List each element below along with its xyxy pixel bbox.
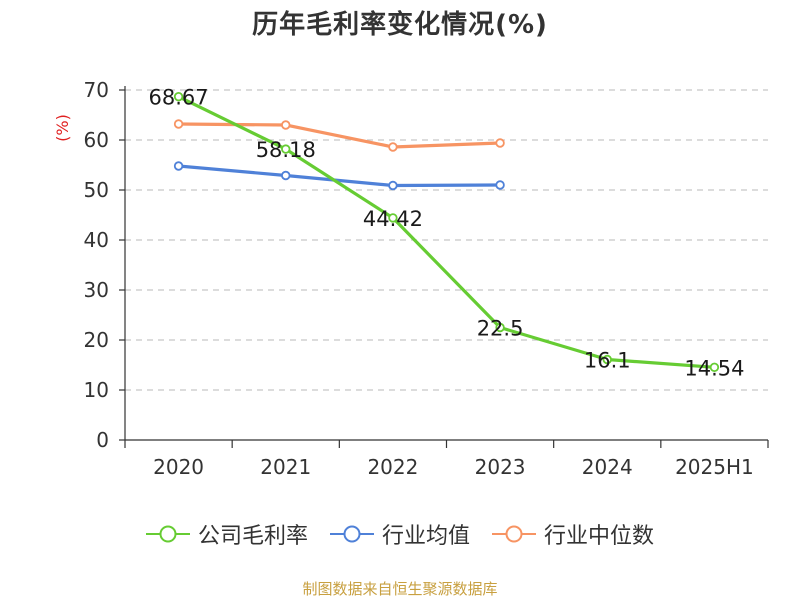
y-tick-label: 40 [84,228,109,252]
y-tick-label: 10 [84,378,109,402]
grid-lines [125,89,768,391]
series-line [178,122,501,149]
legend-item-company[interactable]: 公司毛利率 [145,518,308,550]
data-label: 58.18 [256,138,316,162]
source-footer: 制图数据来自恒生聚源数据库 [302,580,498,598]
x-tick-label: 2021 [260,455,311,479]
y-tick-label: 70 [84,78,109,102]
data-point [173,119,184,129]
data-point [495,180,505,190]
data-point [495,322,505,333]
data-point [281,120,291,130]
x-tick-label: 2023 [475,455,526,479]
series-line [178,164,501,188]
data-point [173,91,184,102]
data-label: 16.1 [584,349,631,373]
legend-label: 行业中位数 [544,524,655,549]
data-point [173,161,184,171]
data-point [602,354,612,365]
legend-item-industry-average[interactable]: 行业均值 [329,518,470,550]
legend-marker-icon [492,525,536,543]
legend-circle [343,525,361,543]
y-tick-label: 30 [84,278,109,302]
series-lines [173,91,720,372]
data-label: 14.54 [684,356,744,380]
y-tick-label: 50 [84,178,109,202]
data-label: 68.67 [149,86,209,110]
y-tick-label: 0 [96,428,109,452]
legend: 公司毛利率 行业均值 行业中位数 [0,518,800,550]
data-point [388,180,398,191]
y-tick-label: 60 [84,128,109,152]
series-line [177,95,715,369]
legend-item-industry-median[interactable]: 行业中位数 [492,518,654,550]
legend-marker-icon [145,525,190,543]
legend-label: 公司毛利率 [197,524,308,549]
data-label: 44.42 [363,207,423,231]
data-point [281,170,291,181]
legend-circle [505,525,523,543]
x-tick-label: 2024 [582,455,633,479]
data-labels: 68.67 58.18 44.42 22.5 16.1 14.54 [149,86,745,381]
data-point [388,213,398,223]
y-tick-label: 20 [84,328,109,352]
legend-label: 行业均值 [381,524,470,549]
data-point [495,138,505,148]
axes: 0 10 20 30 40 50 60 70 2020 2021 2022 2023 2024 2025H… [53,78,769,479]
chart-title: 历年毛利率变化情况(%) [252,10,548,40]
x-tick-label: 2025H1 [675,455,754,479]
x-tick-label: 2020 [153,455,204,479]
x-tick-label: 2022 [367,455,418,479]
data-point [281,144,291,154]
legend-circle [159,525,177,543]
data-label: 22.5 [477,317,524,341]
legend-marker-icon [329,525,374,543]
y-axis-label: (%) [53,114,72,142]
data-point [709,362,720,372]
data-point [388,142,398,152]
